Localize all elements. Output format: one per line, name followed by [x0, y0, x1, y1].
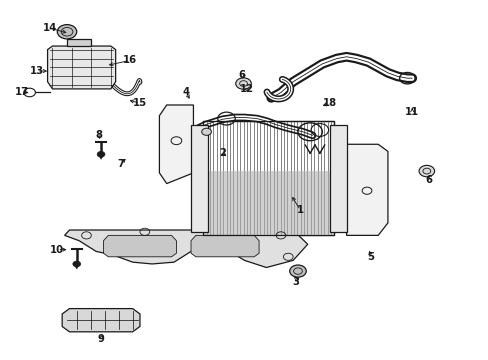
Circle shape [73, 261, 81, 267]
Circle shape [235, 78, 251, 89]
Polygon shape [74, 264, 80, 269]
Text: 6: 6 [238, 69, 245, 80]
Text: 11: 11 [404, 107, 419, 117]
Text: 15: 15 [133, 98, 147, 108]
Polygon shape [98, 154, 104, 159]
Text: 3: 3 [291, 277, 298, 287]
Polygon shape [346, 144, 387, 235]
Text: 8: 8 [95, 130, 102, 140]
Text: 16: 16 [123, 55, 137, 65]
Text: 2: 2 [219, 148, 225, 158]
Circle shape [201, 128, 211, 135]
Polygon shape [62, 309, 140, 332]
Circle shape [24, 88, 35, 97]
Circle shape [57, 24, 77, 39]
Circle shape [97, 152, 105, 157]
Text: 7: 7 [117, 159, 123, 169]
Polygon shape [64, 230, 307, 267]
Text: 12: 12 [240, 84, 253, 94]
Polygon shape [203, 171, 334, 235]
Text: 4: 4 [182, 87, 189, 98]
Polygon shape [203, 121, 334, 235]
Text: 13: 13 [30, 66, 44, 76]
Polygon shape [67, 39, 91, 46]
Text: 14: 14 [43, 23, 57, 33]
Text: 5: 5 [366, 252, 374, 262]
Circle shape [418, 165, 434, 177]
Polygon shape [191, 235, 259, 257]
Text: 6: 6 [425, 175, 432, 185]
Text: 10: 10 [50, 245, 64, 255]
Text: 17: 17 [15, 87, 29, 98]
Text: 9: 9 [98, 334, 104, 344]
Polygon shape [103, 235, 176, 257]
Text: 1: 1 [296, 205, 304, 215]
Polygon shape [47, 46, 116, 89]
Polygon shape [191, 125, 207, 232]
Circle shape [289, 265, 305, 277]
Text: 18: 18 [322, 98, 336, 108]
Polygon shape [329, 125, 346, 232]
Polygon shape [159, 105, 193, 184]
